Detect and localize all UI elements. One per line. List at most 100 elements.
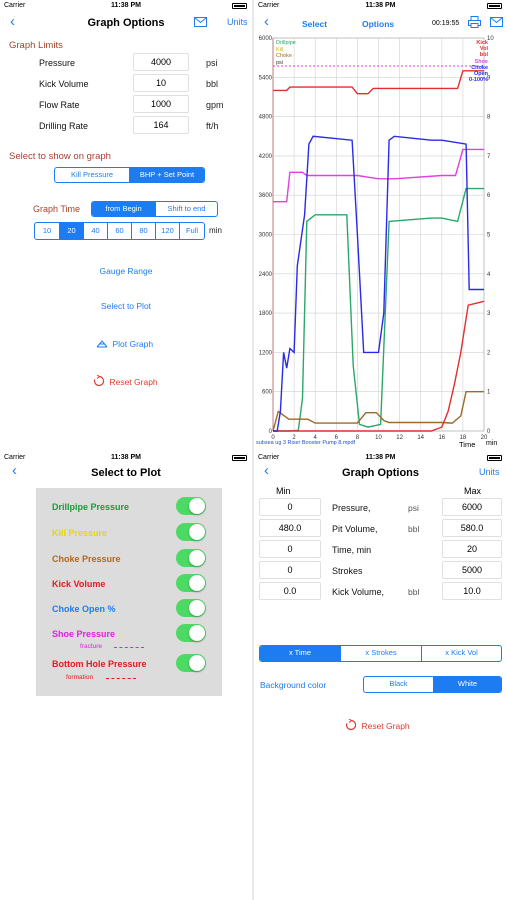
max-input[interactable]: 5000	[442, 561, 502, 579]
row-unit: bbl	[408, 524, 420, 534]
reset-graph-button[interactable]: Reset Graph	[93, 372, 158, 390]
shoe-pressure-label: Shoe Pressure	[52, 629, 116, 639]
battery-icon	[232, 3, 247, 9]
pressure-input[interactable]: 4000	[133, 53, 189, 71]
carrier-label: Carrier	[4, 2, 26, 9]
flow-rate-unit: gpm	[206, 100, 224, 110]
bhp-label: Bottom Hole Pressure	[52, 659, 147, 669]
legend-left: Drillpipe Kill Choke psi	[276, 40, 296, 66]
min-input[interactable]: 0	[259, 498, 321, 516]
gauge-range-button[interactable]: Gauge Range	[99, 266, 153, 276]
y-right-tick-label: 5	[487, 233, 491, 239]
x-strokes-option[interactable]: x Strokes	[340, 646, 421, 661]
row-unit: psi	[408, 503, 419, 513]
kick-volume-input[interactable]: 10	[133, 74, 189, 92]
min-input[interactable]: 0.0	[259, 582, 321, 600]
row-label: Pressure,	[332, 503, 371, 513]
shoe-pressure-toggle[interactable]	[176, 624, 206, 642]
bhp-toggle[interactable]	[176, 654, 206, 672]
y-left-tick-label: 600	[262, 390, 273, 396]
y-right-tick-label: 6	[487, 193, 491, 199]
drillpipe-pressure-toggle[interactable]	[176, 497, 206, 515]
select-to-plot-button[interactable]: Select to Plot	[100, 301, 152, 311]
x-tick-label: 12	[396, 435, 403, 441]
kill-pressure-option[interactable]: Kill Pressure	[70, 170, 114, 179]
kick-volume-toggle[interactable]	[176, 574, 206, 592]
max-input[interactable]: 10.0	[442, 582, 502, 600]
time-120-option[interactable]: 120	[155, 223, 179, 239]
from-begin-option[interactable]: from Begin	[92, 202, 155, 216]
time-full-option[interactable]: Full	[179, 223, 204, 239]
legend-psi: psi	[276, 59, 284, 66]
fracture-label: fracture	[80, 643, 103, 650]
clock: 11:38 PM	[111, 454, 141, 461]
drilling-rate-input[interactable]: 164	[133, 116, 189, 134]
y-left-tick-label: 1200	[259, 350, 273, 356]
bg-black-option[interactable]: Black	[389, 679, 408, 688]
series-line-shoe	[273, 148, 484, 203]
y-right-tick-label: 7	[487, 154, 491, 160]
y-left-tick-label: 2400	[259, 272, 273, 278]
bhp-setpoint-option[interactable]: BHP + Set Point	[129, 168, 204, 182]
series-line-kick-vol	[273, 300, 485, 432]
units-button[interactable]: Units	[227, 17, 248, 27]
time-axis-label: Time	[459, 440, 476, 449]
y-right-tick-label: 3	[487, 311, 491, 317]
max-input[interactable]: 6000	[442, 498, 502, 516]
x-kick-vol-option[interactable]: x Kick Vol	[421, 646, 501, 661]
file-footer: subsea ug 3 Riser Booster Pump 8.mpdf	[256, 440, 356, 446]
formation-label: formation	[66, 674, 94, 681]
legend-shoe: Shoe	[474, 58, 488, 65]
x-tick-label: 14	[417, 435, 424, 441]
time-20-option[interactable]: 20	[59, 223, 83, 239]
choke-open-toggle[interactable]	[176, 599, 206, 617]
page-title: Graph Options	[87, 17, 165, 29]
clock: 11:38 PM	[365, 454, 396, 461]
chart-series	[272, 70, 485, 432]
graph-chart: 0 2 4 6 8 10 12 14 16 18 2006001200180024003000360…	[259, 36, 495, 441]
min-input[interactable]: 480.0	[259, 519, 321, 537]
back-chevron-icon[interactable]: ‹	[264, 13, 269, 30]
back-chevron-icon[interactable]: ‹	[264, 462, 269, 479]
max-input[interactable]: 580.0	[442, 519, 502, 537]
time-10-option[interactable]: 10	[42, 226, 52, 235]
max-input[interactable]: 20	[442, 540, 502, 558]
carrier-label: Carrier	[258, 454, 280, 461]
drilling-rate-unit: ft/h	[206, 121, 219, 131]
x-tick-label: 10	[375, 435, 382, 441]
plot-graph-icon	[96, 339, 108, 348]
back-chevron-icon[interactable]: ‹	[10, 13, 15, 30]
time-40-option[interactable]: 40	[83, 223, 107, 239]
shift-to-end-option[interactable]: Shift to end	[155, 202, 217, 216]
y-left-tick-label: 1800	[259, 311, 273, 317]
options-button[interactable]: Options	[362, 19, 395, 29]
plot-graph-button[interactable]: Plot Graph	[96, 334, 153, 352]
printer-icon[interactable]	[468, 16, 481, 28]
mail-icon[interactable]	[490, 17, 503, 27]
back-chevron-icon[interactable]: ‹	[12, 462, 17, 479]
y-right-tick-label: 9	[487, 75, 491, 81]
page-title: Select to Plot	[91, 467, 161, 479]
show-segment: Kill Pressure BHP + Set Point	[54, 167, 205, 183]
kick-volume-label: Kick Volume	[39, 79, 89, 89]
mail-icon[interactable]	[194, 17, 207, 27]
select-button[interactable]: Select	[302, 19, 328, 29]
x-time-option[interactable]: x Time	[260, 646, 340, 661]
choke-pressure-toggle[interactable]	[176, 549, 206, 567]
time-80-option[interactable]: 80	[131, 223, 155, 239]
legend-percent: 0-100%	[469, 77, 488, 84]
page-title: Graph Options	[342, 467, 419, 479]
time-60-option[interactable]: 60	[107, 223, 131, 239]
kick-volume-unit: bbl	[206, 79, 219, 89]
kill-pressure-toggle[interactable]	[176, 523, 206, 541]
min-input[interactable]: 0	[259, 561, 321, 579]
plot-graph-label: Plot Graph	[112, 339, 154, 349]
flow-rate-input[interactable]: 1000	[133, 95, 189, 113]
units-button[interactable]: Units	[479, 467, 500, 477]
reset-graph-button[interactable]: Reset Graph	[345, 716, 410, 734]
legend-kill: Kill	[276, 46, 284, 53]
x-tick-label: 6	[335, 435, 339, 441]
legend-vol: Vol	[479, 46, 488, 53]
min-input[interactable]: 0	[259, 540, 321, 558]
bg-white-option[interactable]: White	[433, 677, 501, 692]
